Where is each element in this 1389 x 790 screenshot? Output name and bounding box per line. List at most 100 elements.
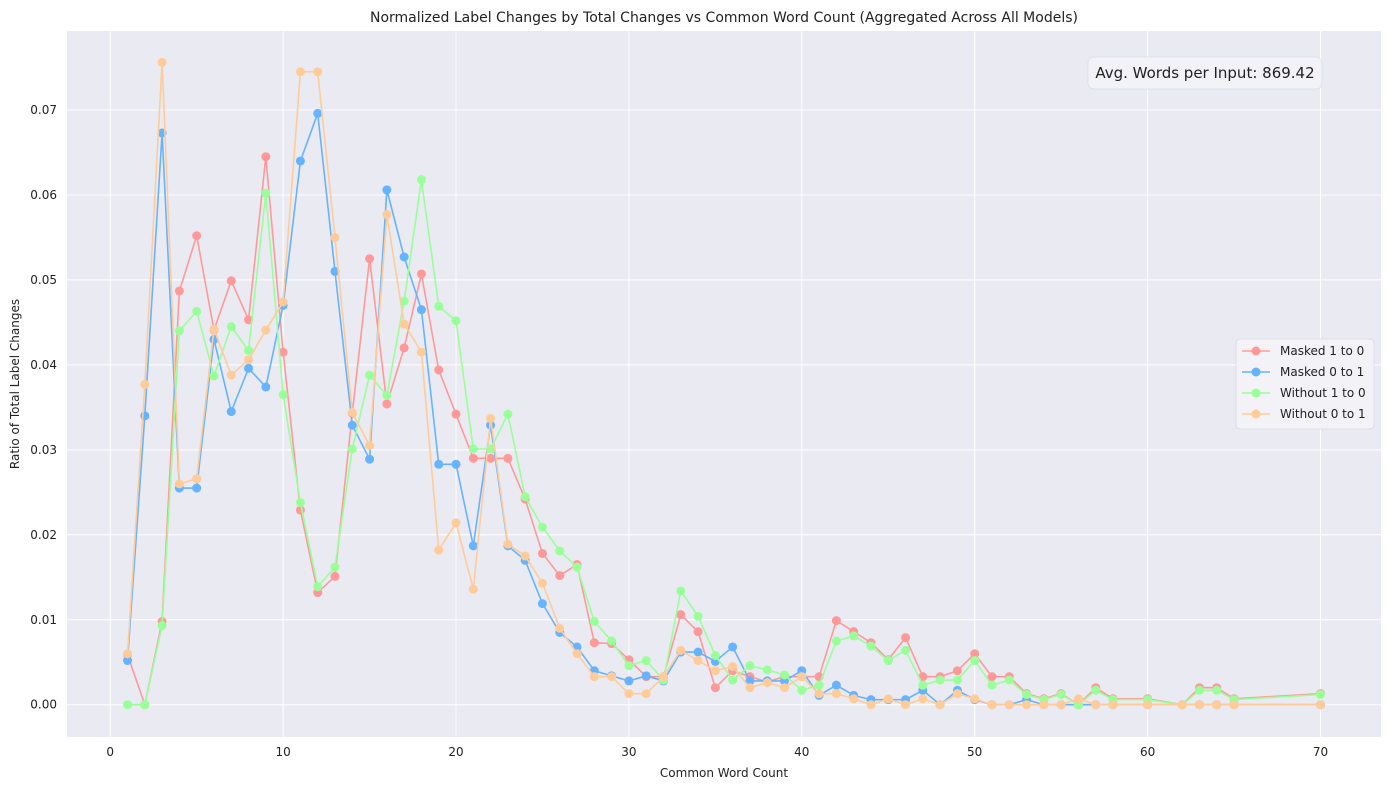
data-point — [209, 324, 219, 334]
data-point — [261, 325, 271, 335]
annotation-box: Avg. Words per Input: 869.42 — [1087, 56, 1323, 90]
data-point — [710, 650, 720, 660]
x-tick-label: 50 — [967, 745, 982, 759]
data-point — [399, 343, 409, 353]
data-point — [866, 641, 876, 651]
data-point — [693, 647, 703, 657]
data-point — [987, 700, 997, 710]
data-point — [676, 610, 686, 620]
data-point — [123, 649, 133, 659]
data-point — [347, 420, 357, 430]
data-point — [572, 649, 582, 659]
data-point — [365, 441, 375, 451]
data-point — [226, 276, 236, 286]
series-layer — [123, 57, 1325, 710]
x-tick-label: 30 — [621, 745, 636, 759]
data-point — [468, 453, 478, 463]
data-point — [174, 479, 184, 489]
data-point — [244, 363, 254, 373]
data-point — [745, 683, 755, 693]
data-point — [486, 413, 496, 423]
data-point — [537, 522, 547, 532]
x-tick-label: 40 — [794, 745, 809, 759]
series-without-0-to-1 — [123, 57, 1325, 710]
data-point — [537, 548, 547, 558]
x-axis-ticks: 0 10 20 30 40 50 60 70 — [106, 745, 1328, 759]
y-tick-label: 0.01 — [30, 613, 57, 627]
data-point — [140, 700, 150, 710]
data-point — [952, 689, 962, 699]
y-axis-ticks: 0.00 0.01 0.02 0.03 0.04 0.05 0.06 0.07 — [30, 103, 57, 712]
data-point — [1091, 685, 1101, 695]
data-point — [728, 661, 738, 671]
data-point — [952, 675, 962, 685]
data-point — [157, 57, 167, 67]
series-line-masked-1-to-0 — [126, 155, 1321, 706]
data-point — [295, 498, 305, 508]
data-point — [676, 645, 686, 655]
data-point — [174, 286, 184, 296]
grid-lines — [67, 31, 1381, 737]
data-point — [244, 315, 254, 325]
data-point — [589, 638, 599, 648]
data-point — [901, 700, 911, 710]
data-point — [416, 175, 426, 185]
data-point — [313, 582, 323, 592]
data-point — [831, 636, 841, 646]
y-tick-label: 0.02 — [30, 528, 57, 542]
data-point — [831, 680, 841, 690]
data-point — [1143, 700, 1153, 710]
data-point — [209, 371, 219, 381]
data-point — [1212, 685, 1222, 695]
data-point — [952, 666, 962, 676]
data-point — [520, 492, 530, 502]
series-line-masked-0-to-1 — [126, 112, 1321, 706]
data-point — [261, 152, 271, 162]
data-point — [468, 444, 478, 454]
data-point — [330, 571, 340, 581]
x-axis-label: Common Word Count — [660, 766, 788, 780]
x-tick-label: 10 — [275, 745, 290, 759]
data-point — [1091, 700, 1101, 710]
data-point — [1194, 685, 1204, 695]
data-point — [1039, 700, 1049, 710]
data-point — [330, 562, 340, 572]
data-point — [762, 678, 772, 688]
data-point — [468, 541, 478, 551]
data-point — [918, 680, 928, 690]
data-point — [572, 562, 582, 572]
x-tick-label: 70 — [1313, 745, 1328, 759]
legend-item-masked-0-to-1: Masked 0 to 1 — [1242, 365, 1364, 379]
data-point — [416, 347, 426, 357]
legend-marker — [1251, 388, 1261, 398]
series-line-without-1-to-0 — [127, 178, 1321, 706]
y-axis-label: Ratio of Total Label Changes — [8, 299, 22, 469]
data-point — [382, 210, 392, 220]
data-point — [935, 700, 945, 710]
data-point — [883, 656, 893, 666]
data-point — [1022, 700, 1032, 710]
data-point — [468, 584, 478, 594]
data-point — [313, 108, 323, 118]
data-point — [226, 407, 236, 417]
series-without-1-to-0 — [123, 175, 1325, 710]
data-point — [365, 254, 375, 264]
y-tick-label: 0.03 — [30, 443, 57, 457]
data-point — [693, 627, 703, 637]
data-point — [607, 636, 617, 646]
data-point — [624, 676, 634, 686]
legend-marker — [1251, 409, 1261, 419]
data-point — [503, 409, 513, 419]
data-point — [555, 546, 565, 556]
data-point — [693, 656, 703, 666]
data-point — [399, 296, 409, 306]
data-point — [451, 409, 461, 419]
annotation-text: Avg. Words per Input: 869.42 — [1095, 64, 1314, 82]
data-point — [1315, 690, 1325, 700]
data-point — [503, 453, 513, 463]
data-point — [537, 599, 547, 609]
data-point — [382, 185, 392, 195]
data-point — [987, 680, 997, 690]
data-point — [1022, 690, 1032, 700]
